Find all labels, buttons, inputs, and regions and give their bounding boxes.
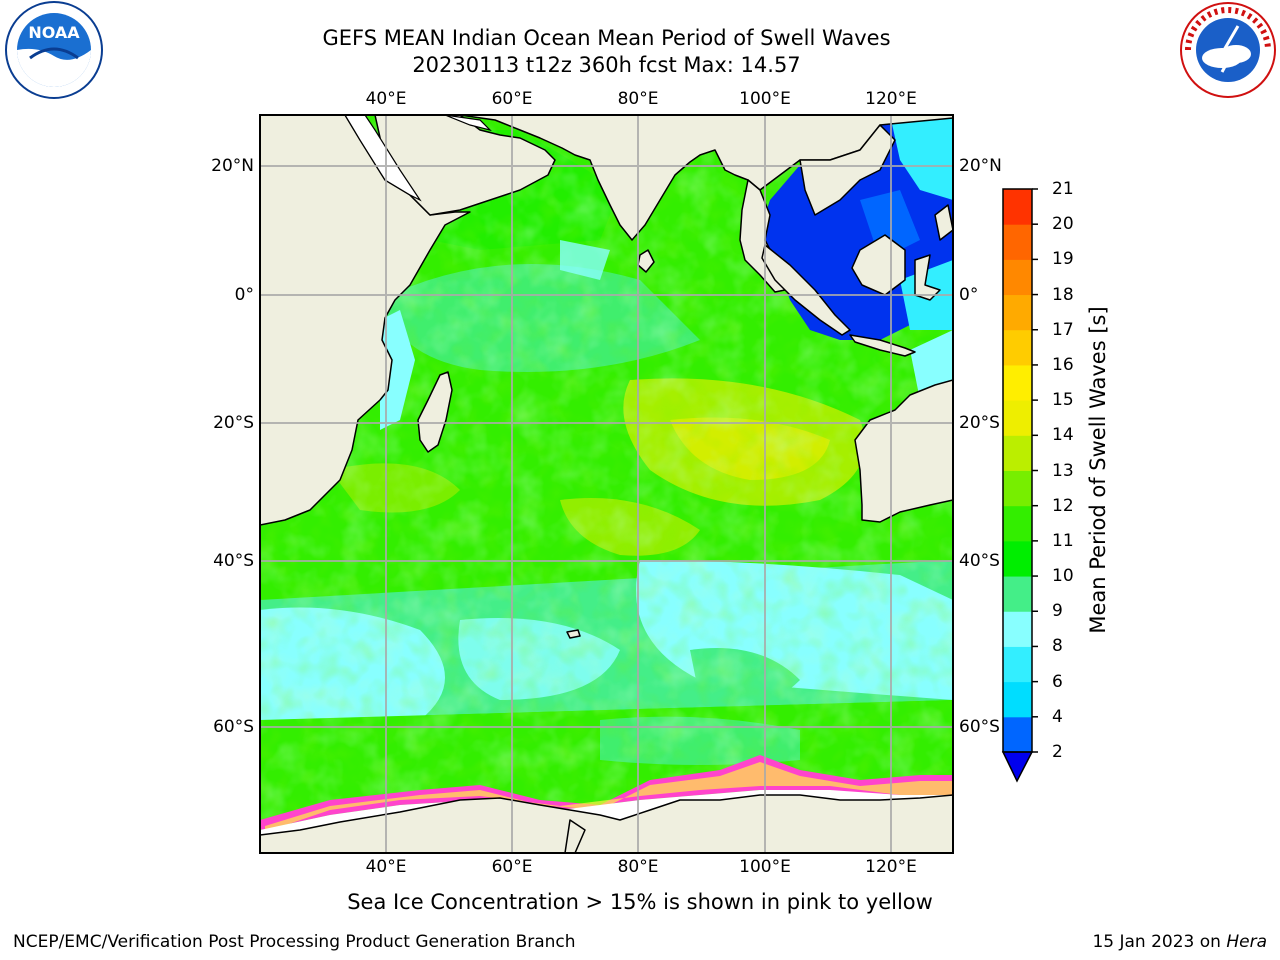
map-plot-area (260, 115, 953, 853)
lat-label-right: 20°N (959, 156, 1002, 176)
madagascar (417, 371, 453, 453)
credit-text: NCEP/EMC/Verification Post Processing Pr… (13, 932, 576, 952)
lon-label-bottom: 40°E (365, 857, 407, 877)
colorbar-segment (1003, 400, 1032, 436)
australia (854, 379, 953, 523)
graticule (260, 115, 953, 853)
noaa-logo: NOAA (5, 1, 103, 99)
colorbar-segment (1003, 329, 1032, 366)
colorbar-tick-label: 11 (1052, 530, 1074, 551)
colorbar-tick-label: 18 (1052, 284, 1074, 305)
lon-label-top: 80°E (617, 89, 659, 109)
colorbar-tick-label: 4 (1052, 706, 1063, 727)
issue-date: 15 Jan 2023 on Hera (1092, 932, 1267, 952)
sea-ice-footnote: Sea Ice Concentration > 15% is shown in … (347, 890, 933, 914)
colorbar-tick-label: 16 (1052, 354, 1074, 375)
colorbar-tick-label: 21 (1052, 179, 1074, 199)
colorbar-segment (1003, 224, 1032, 260)
colorbar-segment (1003, 364, 1032, 401)
lon-label-bottom: 100°E (739, 857, 791, 877)
colorbar (1001, 188, 1038, 783)
antarctica (260, 794, 953, 853)
lat-label-left: 60°S (213, 717, 254, 737)
lat-label-left: 20°N (211, 156, 254, 176)
issue-date-text: 15 Jan 2023 on (1092, 932, 1227, 952)
colorbar-tick-label: 15 (1052, 390, 1074, 411)
java (849, 334, 916, 357)
colorbar-segment (1003, 540, 1032, 577)
lat-label-right: 20°S (959, 413, 1000, 433)
noaa-logo-text: NOAA (28, 23, 80, 42)
indochina (799, 124, 896, 216)
colorbar-tick-label: 13 (1052, 460, 1074, 481)
map-frame (259, 114, 954, 854)
colorbar-tick-label: 6 (1052, 671, 1063, 692)
kerguelen (566, 629, 581, 639)
amery-ice-shelf (564, 819, 586, 853)
chart-subtitle: 20230113 t12z 360h fcst Max: 14.57 (412, 53, 801, 77)
lat-label-left: 40°S (213, 551, 254, 571)
lon-label-top: 60°E (491, 89, 533, 109)
colorbar-segment (1003, 681, 1032, 718)
colorbar-segment (1003, 716, 1032, 753)
colorbar-segment (1003, 505, 1032, 542)
colorbar-tick-label: 2 (1052, 742, 1063, 762)
colorbar-segment (1003, 576, 1032, 612)
lat-label-right: 0° (959, 285, 979, 305)
lon-label-top: 40°E (365, 89, 407, 109)
colorbar-segment (1003, 435, 1032, 471)
nws-logo (1180, 2, 1276, 98)
lon-label-bottom: 80°E (617, 857, 659, 877)
lon-label-top: 120°E (865, 89, 917, 109)
colorbar-tick-label: 14 (1052, 425, 1074, 446)
colorbar-segment (1003, 259, 1032, 296)
colorbar-segment (1003, 646, 1032, 683)
host-name: Hera (1226, 932, 1267, 952)
lat-label-right: 40°S (959, 551, 1000, 571)
sumatra (761, 244, 851, 336)
lon-label-bottom: 120°E (865, 857, 917, 877)
colorbar-extend-arrow (1001, 751, 1034, 783)
colorbar-tick-label: 8 (1052, 636, 1063, 657)
colorbar-tick-label: 9 (1052, 601, 1063, 622)
chart-title: GEFS MEAN Indian Ocean Mean Period of Sw… (322, 26, 891, 50)
colorbar-segment (1003, 189, 1032, 225)
lat-label-left: 0° (234, 285, 254, 305)
philippines (934, 204, 953, 241)
colorbar-segment (1003, 611, 1032, 647)
colorbar-label: Mean Period of Swell Waves [s] (1086, 306, 1110, 634)
colorbar-segment (1003, 294, 1032, 331)
colorbar-tick-label: 19 (1052, 249, 1074, 270)
colorbar-tick-label: 12 (1052, 495, 1074, 516)
lon-label-top: 100°E (739, 89, 791, 109)
colorbar-segment (1003, 470, 1032, 507)
lon-label-bottom: 60°E (491, 857, 533, 877)
colorbar-tick-label: 17 (1052, 319, 1074, 340)
lat-label-left: 20°S (213, 413, 254, 433)
lat-label-right: 60°S (959, 717, 1000, 737)
colorbar-tick-label: 10 (1052, 566, 1074, 587)
colorbar-tick-label: 20 (1052, 214, 1074, 235)
